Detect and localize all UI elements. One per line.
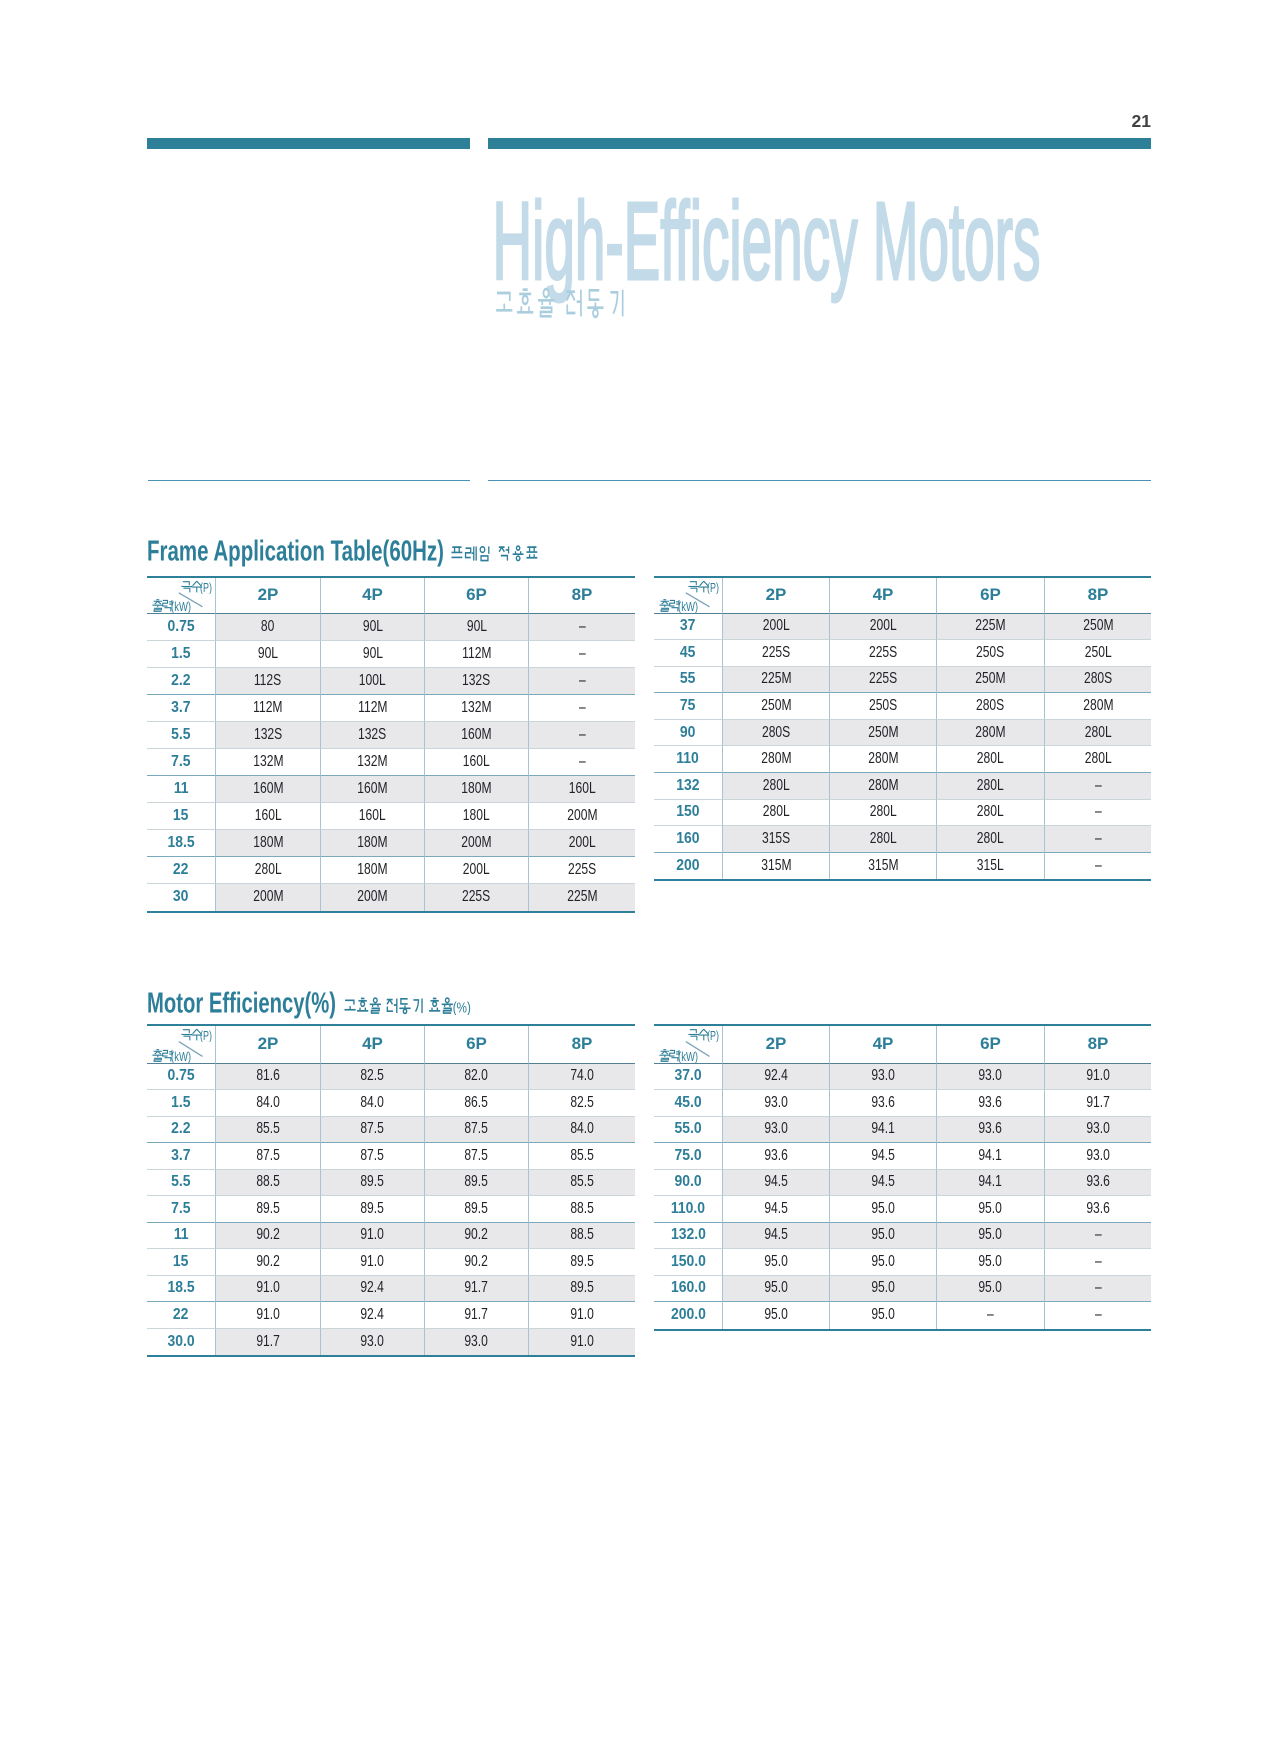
svg-text:(kW): (kW)	[678, 600, 698, 612]
svg-text:(P): (P)	[200, 581, 212, 593]
svg-text:High-Efficiency Motors: High-Efficiency Motors	[492, 190, 1040, 303]
svg-text:(kW): (kW)	[678, 1050, 698, 1062]
svg-text:Motor Efficiency(%): Motor Efficiency(%)	[147, 988, 336, 1020]
svg-text:(P): (P)	[707, 581, 719, 593]
svg-text:(%): (%)	[453, 999, 471, 1014]
svg-text:Frame Application Table(60Hz): Frame Application Table(60Hz)	[147, 536, 444, 568]
svg-text:(kW): (kW)	[171, 1050, 191, 1062]
svg-text:(P): (P)	[707, 1029, 719, 1041]
svg-text:(P): (P)	[200, 1029, 212, 1041]
svg-text:(kW): (kW)	[171, 600, 191, 612]
